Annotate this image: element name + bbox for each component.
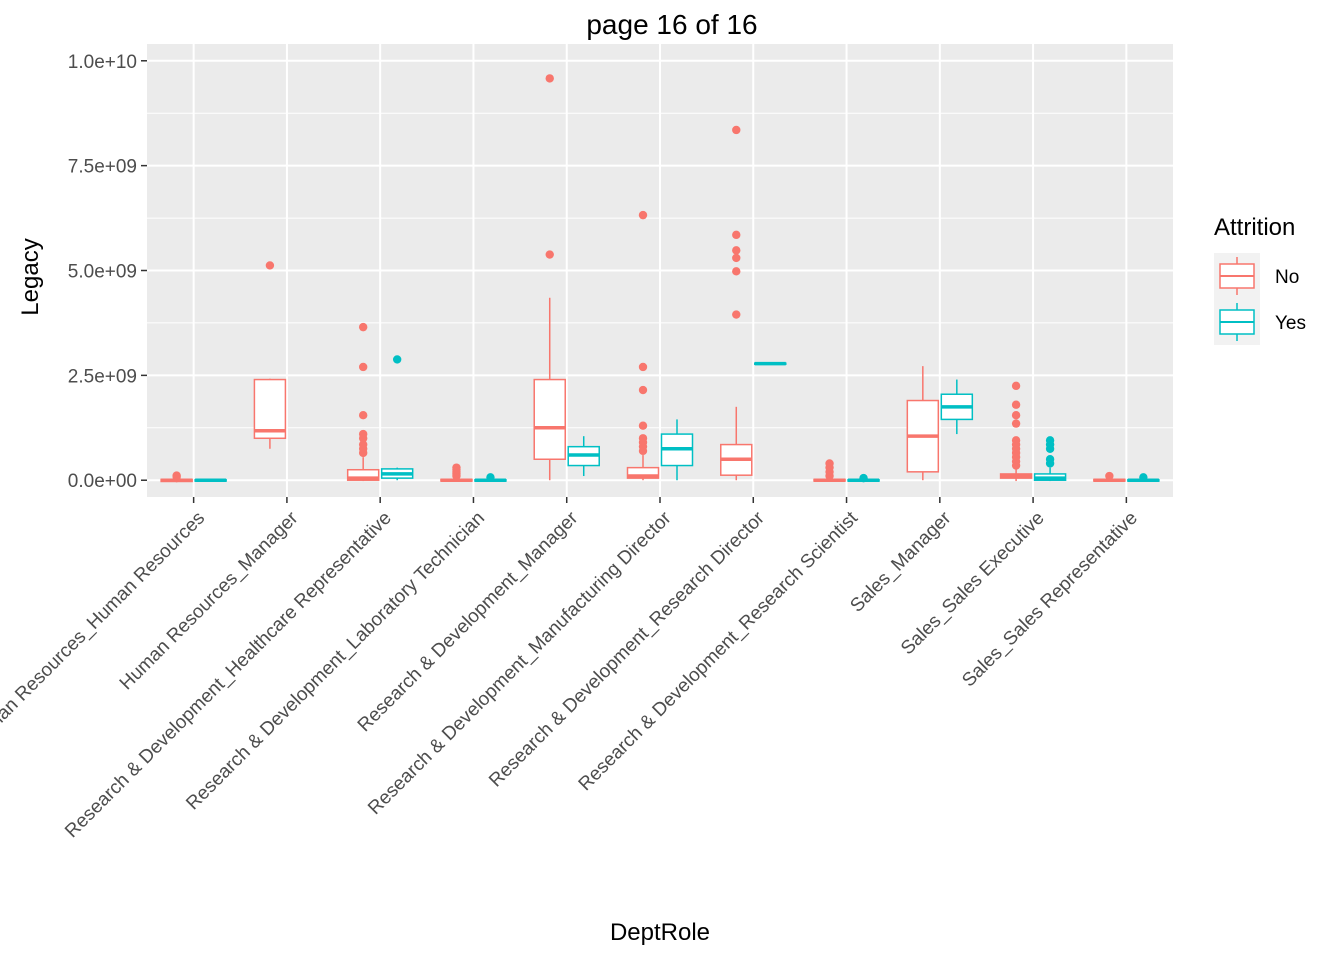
outlier-point — [732, 246, 741, 255]
box-yes — [940, 379, 974, 435]
box-yes — [1033, 436, 1067, 482]
outlier-point — [358, 429, 368, 439]
box-no — [1093, 471, 1126, 482]
outlier-point — [358, 322, 368, 332]
outlier-point — [545, 74, 554, 83]
x-tick-label: Sales_Manager — [846, 507, 955, 616]
legend-label-no: No — [1275, 267, 1299, 288]
outlier-point — [545, 250, 554, 259]
outlier-point — [732, 230, 741, 240]
x-tick-label: Human Resources_Manager — [116, 507, 303, 694]
y-tick-label: 0.0e+00 — [68, 471, 137, 492]
box-yes — [567, 436, 600, 477]
outlier-point — [1011, 411, 1021, 420]
outlier-point — [358, 411, 368, 420]
outlier-point — [265, 261, 275, 270]
box-yes — [660, 419, 694, 481]
box-no — [346, 322, 380, 482]
y-tick-label: 7.5e+09 — [68, 157, 137, 178]
box-no — [720, 125, 753, 481]
outlier-point — [732, 267, 741, 276]
outlier-point — [1045, 455, 1055, 464]
box-no — [440, 463, 473, 482]
outlier-point — [1011, 436, 1021, 445]
box-no — [813, 459, 846, 482]
outlier-point — [732, 310, 741, 319]
box-no — [626, 210, 660, 481]
box-yes — [754, 361, 787, 366]
grid-lines — [147, 44, 1173, 497]
outlier-point — [1139, 473, 1148, 482]
legend-title: Attrition — [1214, 214, 1295, 241]
box-no — [906, 366, 940, 481]
outlier-point — [732, 253, 741, 263]
box-yes — [194, 478, 227, 482]
outlier-point — [358, 362, 368, 372]
chart-title: page 16 of 16 — [586, 9, 757, 40]
box-layer — [160, 74, 1160, 483]
box-body — [346, 468, 380, 481]
x-tick-label: Research & Development_Healthcare Repres… — [61, 508, 395, 842]
box-body — [626, 466, 660, 479]
outlier-point — [358, 440, 368, 449]
y-axis-title: Legacy — [17, 238, 44, 315]
box-yes — [847, 473, 880, 483]
outlier-point — [452, 463, 461, 472]
box-body — [253, 378, 287, 440]
outlier-point — [859, 473, 868, 483]
outlier-point — [392, 355, 402, 364]
y-tick-label: 2.5e+09 — [68, 366, 137, 387]
box-body — [533, 378, 566, 460]
y-tick-label: 1.0e+10 — [68, 52, 137, 73]
box-no — [253, 261, 287, 449]
box-no — [533, 74, 566, 481]
outlier-point — [1011, 381, 1021, 391]
box-yes — [474, 473, 507, 482]
x-tick-label: Sales_Sales Representative — [958, 508, 1142, 692]
outlier-point — [1105, 471, 1114, 481]
outlier-point — [638, 362, 648, 372]
outlier-point — [172, 471, 181, 480]
legend: Attrition No Yes — [1214, 214, 1306, 345]
x-axis-title: DeptRole — [610, 919, 710, 946]
box-no — [160, 471, 193, 483]
box-yes — [380, 355, 414, 481]
outlier-point — [732, 125, 741, 135]
box-no — [999, 381, 1033, 482]
outlier-point — [1011, 419, 1021, 428]
outlier-point — [638, 421, 648, 430]
outlier-point — [638, 210, 648, 220]
y-tick-label: 5.0e+09 — [68, 262, 137, 283]
outlier-point — [1045, 436, 1055, 445]
outlier-point — [638, 385, 648, 395]
legend-label-yes: Yes — [1275, 313, 1306, 334]
box-yes — [1127, 473, 1160, 482]
outlier-point — [825, 459, 834, 468]
outlier-point — [638, 434, 648, 443]
outlier-point — [486, 473, 495, 482]
outlier-point — [1011, 400, 1021, 409]
